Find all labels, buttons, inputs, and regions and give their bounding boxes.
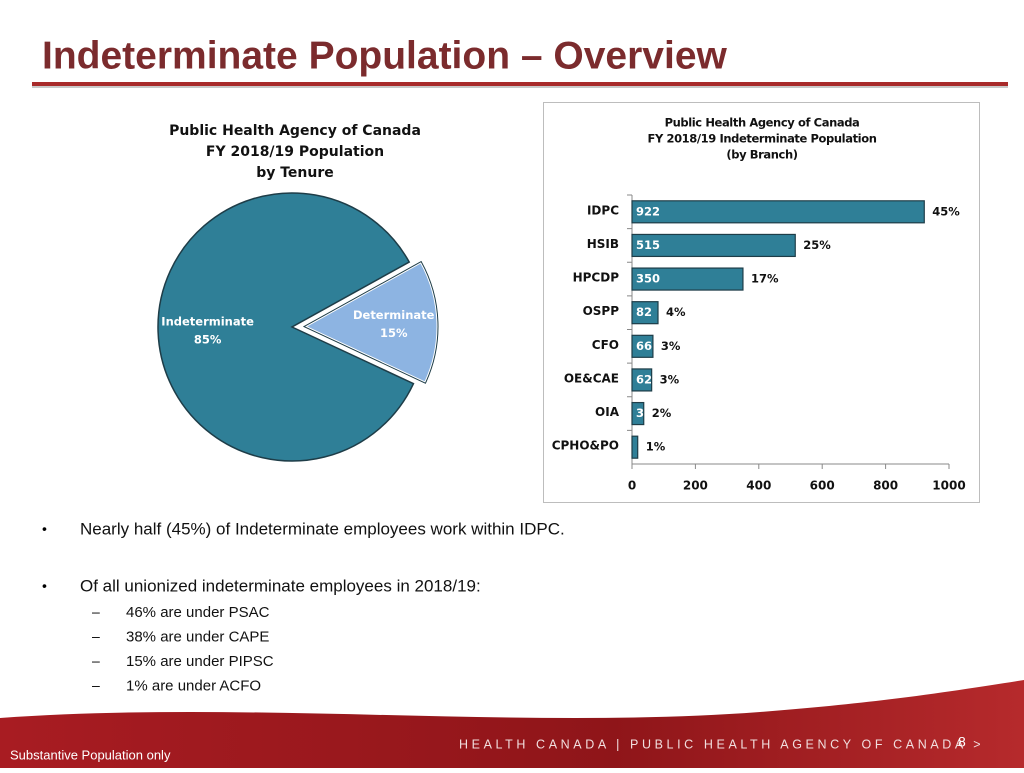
- bullet-marker: •: [42, 521, 47, 537]
- bar-chart-title: FY 2018/19 Indeterminate Population: [647, 132, 876, 146]
- bar: [631, 401, 645, 426]
- pie-value-label: 85%: [194, 332, 222, 346]
- x-tick-label: 0: [628, 479, 636, 493]
- x-tick-label: 400: [746, 479, 771, 493]
- sub-bullet-marker: –: [92, 628, 100, 644]
- pie-title: by Tenure: [256, 165, 334, 181]
- bar-percent-label: 1%: [646, 440, 666, 454]
- bar: [631, 301, 659, 325]
- bullet-text: Of all unionized indeterminate employees…: [80, 576, 481, 595]
- bar-percent-label: 3%: [660, 372, 680, 386]
- pie-value-label: 15%: [380, 326, 408, 340]
- bullet-text: Nearly half (45%) of Indeterminate emplo…: [80, 519, 565, 538]
- sub-bullet-marker: –: [92, 653, 100, 669]
- bar-chart-title: Public Health Agency of Canada: [665, 116, 860, 130]
- bar-value-label: 350: [636, 272, 660, 286]
- sub-bullet-text: 38% are under CAPE: [126, 628, 269, 645]
- bullet-marker: •: [42, 578, 47, 594]
- bar: [631, 368, 653, 392]
- bar-value-label: 922: [636, 204, 660, 218]
- bar-percent-label: 17%: [751, 272, 779, 286]
- bar-percent-label: 3%: [661, 339, 681, 353]
- x-tick-label: 800: [873, 479, 898, 493]
- bar-value-label: 66: [636, 339, 652, 353]
- bar: [631, 200, 925, 224]
- sub-bullet-text: 46% are under PSAC: [126, 604, 270, 621]
- x-tick-label: 1000: [932, 479, 965, 493]
- page-number: 8: [958, 734, 966, 750]
- bar-chart-title: (by Branch): [726, 148, 797, 162]
- bar: [631, 267, 744, 291]
- title-rule-shadow: [32, 86, 1008, 88]
- sub-bullet-text: 15% are under PIPSC: [126, 653, 274, 670]
- bar-percent-label: 4%: [666, 305, 686, 319]
- bar-percent-label: 2%: [652, 406, 672, 420]
- pie-slice: [157, 192, 415, 462]
- y-tick-label: OIA: [595, 405, 620, 419]
- y-tick-label: CFO: [592, 338, 619, 352]
- footer-band: [0, 680, 1024, 768]
- bar-chart-frame: [543, 102, 980, 503]
- footer-note: Substantive Population only: [10, 747, 171, 762]
- pie-slice-outline: [302, 260, 439, 384]
- pie-title: Public Health Agency of Canada: [169, 123, 421, 139]
- y-tick-label: HPCDP: [573, 271, 620, 285]
- sub-bullet-text: 1% are under ACFO: [126, 677, 261, 694]
- y-tick-label: HSIB: [587, 237, 619, 251]
- bar: [631, 334, 654, 358]
- footer-agency: HEALTH CANADA | PUBLIC HEALTH AGENCY OF …: [459, 737, 984, 751]
- bar-value-label: 62: [636, 372, 652, 386]
- y-tick-label: OSPP: [583, 304, 620, 318]
- sub-bullet-marker: –: [92, 677, 100, 693]
- pie-label: Indeterminate: [161, 314, 254, 328]
- x-tick-label: 600: [810, 479, 835, 493]
- bar-percent-label: 25%: [803, 238, 831, 252]
- bar-value-label: 82: [636, 305, 652, 319]
- bar: [631, 233, 796, 258]
- bar-value-label: 515: [636, 238, 660, 252]
- pie-label: Determinate: [353, 308, 435, 322]
- sub-bullet-marker: –: [92, 604, 100, 620]
- title-rule: [32, 82, 1008, 86]
- y-tick-label: OE&CAE: [564, 371, 619, 385]
- y-tick-label: CPHO&PO: [552, 439, 619, 453]
- pie-title: FY 2018/19 Population: [206, 144, 384, 160]
- bar-value-label: 37: [636, 406, 652, 420]
- y-tick-label: IDPC: [587, 203, 619, 217]
- bar: [631, 435, 639, 459]
- bar-percent-label: 45%: [932, 204, 960, 218]
- x-tick-label: 200: [683, 479, 708, 493]
- slide-title: Indeterminate Population – Overview: [42, 34, 728, 77]
